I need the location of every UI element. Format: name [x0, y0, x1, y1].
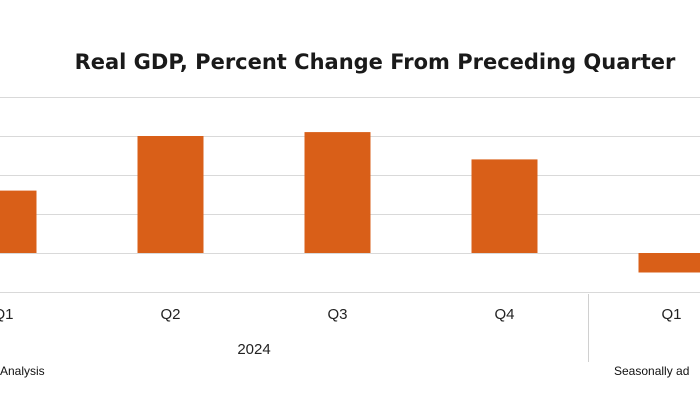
category-label: Q1	[661, 306, 681, 323]
category-label: Q3	[327, 306, 347, 323]
bar	[0, 190, 37, 253]
bar	[137, 136, 204, 253]
bar	[638, 253, 700, 273]
chart-title: Real GDP, Percent Change From Preceding …	[74, 50, 676, 74]
bar	[471, 159, 538, 253]
year-label: 2024	[237, 341, 270, 358]
category-label: Q4	[494, 306, 514, 323]
category-label: Q2	[160, 306, 180, 323]
seasonal-adjustment-note: Seasonally ad	[614, 364, 690, 378]
bar	[304, 132, 371, 253]
category-label: Q1	[0, 306, 14, 323]
source-note: Analysis	[0, 364, 45, 378]
